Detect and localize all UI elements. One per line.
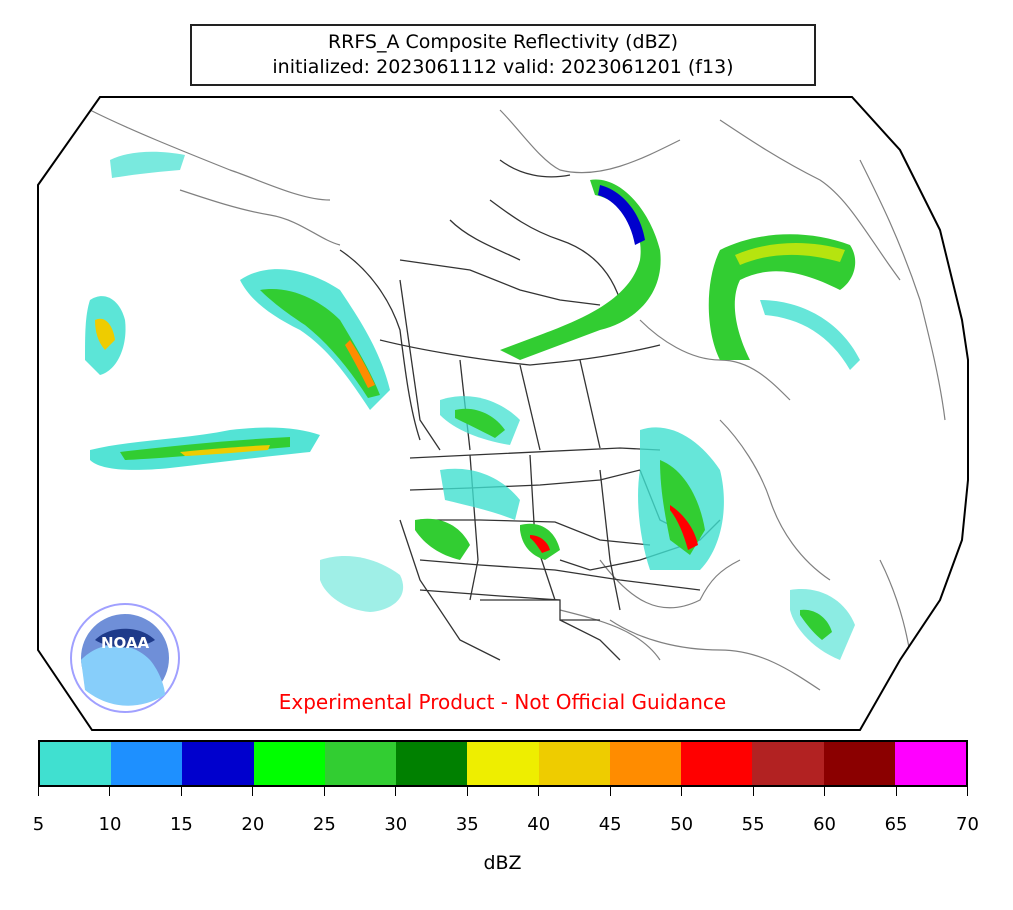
colorbar-tick — [752, 787, 754, 796]
disclaimer-text: Experimental Product - Not Official Guid… — [278, 690, 727, 714]
colorbar-segment — [182, 742, 254, 785]
reflectivity-map: NOAA — [37, 96, 969, 731]
colorbar-tick — [895, 787, 897, 796]
colorbar-segment — [324, 742, 397, 785]
colorbar-tick-label: 20 — [241, 814, 265, 835]
colorbar-segment — [752, 742, 824, 785]
title-line-1: RRFS_A Composite Reflectivity (dBZ) — [327, 31, 679, 53]
map-title: RRFS_A Composite Reflectivity (dBZ) init… — [190, 24, 816, 86]
noaa-logo: NOAA — [70, 603, 180, 713]
colorbar-segment — [681, 742, 753, 785]
map-boundary — [37, 96, 969, 731]
colorbar-tick — [538, 787, 540, 796]
colorbar-tick — [109, 787, 111, 796]
colorbar-segment — [538, 742, 610, 785]
colorbar-tick-label: 50 — [670, 814, 694, 835]
svg-text:NOAA: NOAA — [101, 634, 150, 652]
colorbar-tick-label: 40 — [527, 814, 551, 835]
colorbar-tick — [395, 787, 397, 796]
colorbar-tick-label: 65 — [884, 814, 908, 835]
colorbar-tick-label: 35 — [455, 814, 479, 835]
colorbar-tick-label: 70 — [956, 814, 979, 835]
colorbar-tick-label: 45 — [598, 814, 622, 835]
colorbar-segment — [40, 742, 112, 785]
political-borders — [339, 159, 721, 661]
colorbar-segment — [894, 742, 967, 785]
colorbar-tick — [323, 787, 325, 796]
reflectivity-echoes — [85, 151, 860, 660]
colorbar-tick-label: 10 — [98, 814, 122, 835]
colorbar-segment — [396, 742, 468, 785]
colorbar-tick — [824, 787, 826, 796]
colorbar-tick-label: 55 — [741, 814, 765, 835]
colorbar-label: dBZ — [483, 852, 522, 874]
title-line-2: initialized: 2023061112 valid: 202306120… — [272, 56, 734, 78]
colorbar-tick-label: 60 — [813, 814, 837, 835]
colorbar-tick-label: 25 — [312, 814, 336, 835]
colorbar-tick — [180, 787, 182, 796]
colorbar-tick-label: 30 — [384, 814, 408, 835]
colorbar-segment — [823, 742, 895, 785]
colorbar-tick — [967, 787, 968, 796]
colorbar-segment — [253, 742, 325, 785]
colorbar — [38, 740, 968, 787]
colorbar-segment — [467, 742, 539, 785]
colorbar-tick — [681, 787, 683, 796]
colorbar-tick-label: 15 — [169, 814, 193, 835]
colorbar-tick — [38, 787, 39, 796]
colorbar-tick — [609, 787, 611, 796]
colorbar-tick — [466, 787, 468, 796]
colorbar-segment — [111, 742, 183, 785]
colorbar-tick-label: 5 — [32, 814, 45, 835]
colorbar-segment — [609, 742, 682, 785]
colorbar-tick — [252, 787, 254, 796]
